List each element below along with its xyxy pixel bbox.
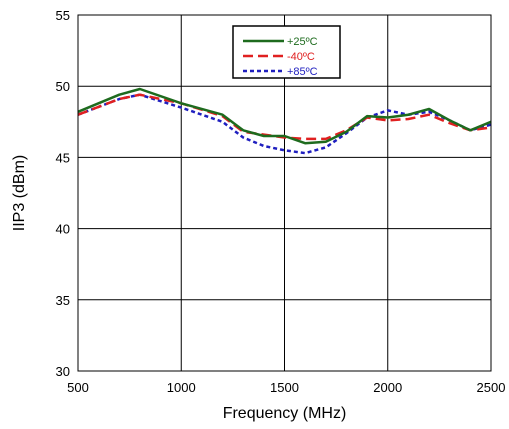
legend-label-85c: +85ºC [287,66,318,78]
series-line-0 [77,87,492,145]
y-tick-label: 55 [56,8,70,23]
x-tick-label: 2000 [373,380,402,395]
x-tick-label: 1000 [167,380,196,395]
y-tick-label: 35 [56,293,70,308]
y-tick-label: 50 [56,79,70,94]
legend-label-minus40c: -40ºC [287,51,315,63]
y-tick-label: 30 [56,364,70,379]
legend: +25ºC -40ºC +85ºC [232,25,341,79]
y-tick-label: 45 [56,150,70,165]
x-tick-label: 500 [67,380,89,395]
legend-item-25c: +25ºC [243,36,318,48]
x-axis-title: Frequency (MHz) [223,405,347,422]
legend-item-85c: +85ºC [243,66,318,78]
y-tick-label: 40 [56,222,70,237]
tick-labels: 500 1000 1500 2000 2500 30 35 40 45 50 55 [56,8,506,395]
plot-frame [77,14,492,372]
series-line-2 [77,93,492,155]
legend-box [232,25,341,79]
series-line-1 [77,93,492,141]
x-tick-label: 2500 [477,380,506,395]
x-tick-label: 1500 [270,380,299,395]
legend-label-25c: +25ºC [287,36,318,48]
y-axis-title: IIP3 (dBm) [11,155,28,231]
series-lines [77,87,492,155]
legend-item-minus40c: -40ºC [243,51,315,63]
